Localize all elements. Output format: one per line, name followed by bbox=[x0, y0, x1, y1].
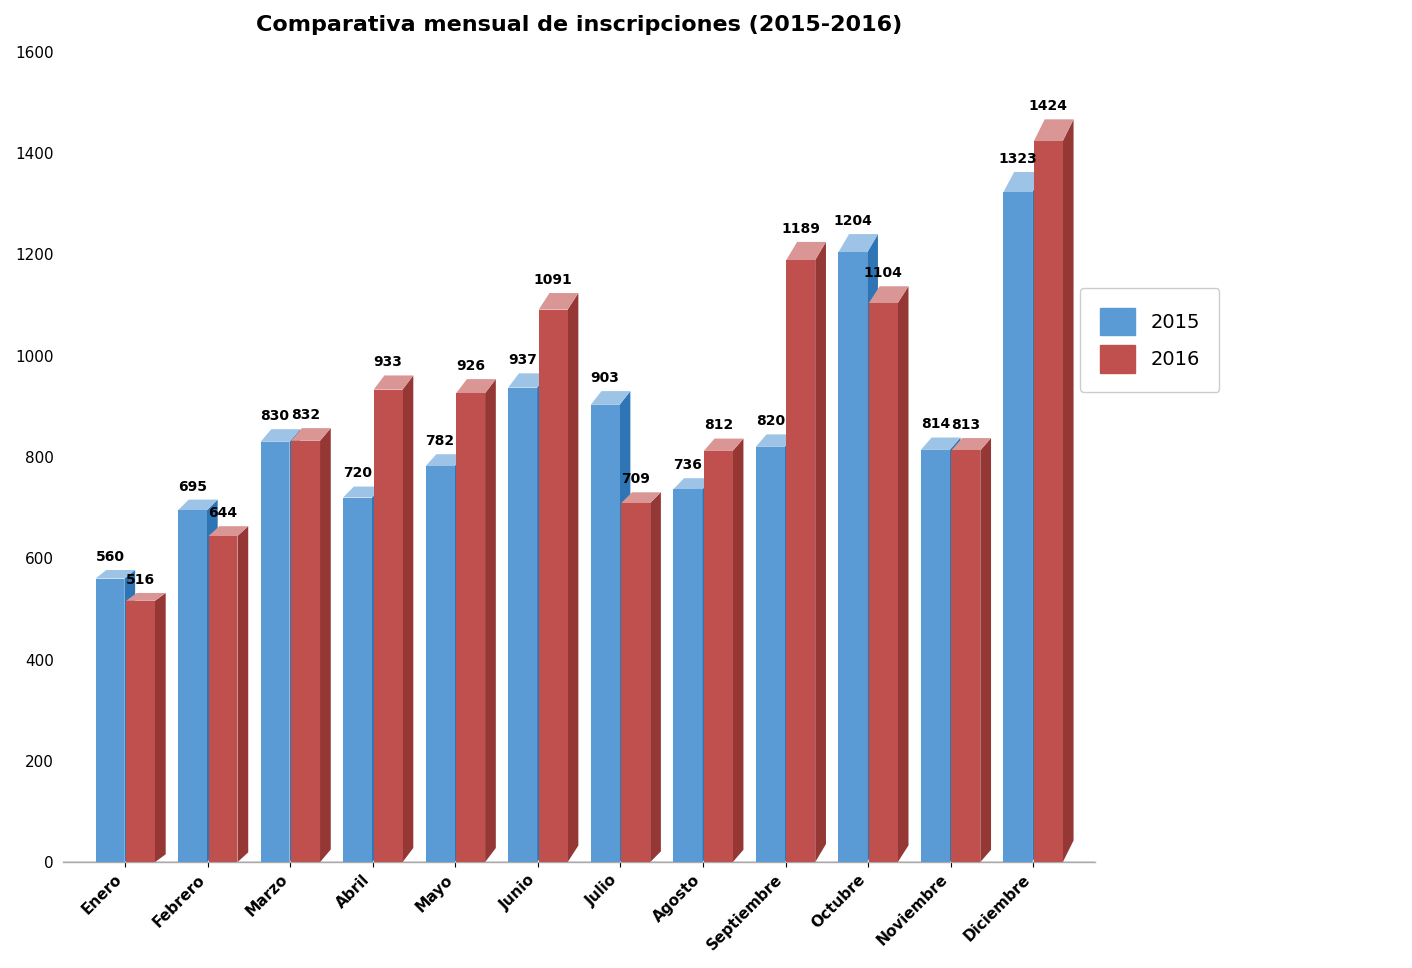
Legend: 2015, 2016: 2015, 2016 bbox=[1080, 288, 1220, 392]
Polygon shape bbox=[621, 493, 661, 503]
Polygon shape bbox=[291, 428, 330, 440]
Bar bbox=[209, 536, 237, 862]
Polygon shape bbox=[178, 499, 217, 510]
Text: 1091: 1091 bbox=[534, 273, 572, 287]
Bar bbox=[456, 393, 486, 862]
Polygon shape bbox=[620, 391, 630, 862]
Polygon shape bbox=[237, 527, 249, 862]
Bar bbox=[868, 303, 898, 862]
Polygon shape bbox=[815, 242, 826, 862]
Polygon shape bbox=[733, 439, 744, 862]
Polygon shape bbox=[952, 439, 991, 450]
Polygon shape bbox=[289, 429, 301, 862]
Text: 644: 644 bbox=[209, 506, 237, 520]
Polygon shape bbox=[898, 287, 908, 862]
Polygon shape bbox=[839, 234, 878, 253]
Polygon shape bbox=[208, 499, 217, 862]
Bar bbox=[952, 450, 980, 862]
Polygon shape bbox=[371, 487, 383, 862]
Bar bbox=[425, 467, 455, 862]
Text: 516: 516 bbox=[126, 573, 155, 587]
Polygon shape bbox=[539, 293, 579, 310]
Bar bbox=[839, 253, 867, 862]
Text: 1424: 1424 bbox=[1029, 100, 1067, 113]
Text: 926: 926 bbox=[456, 359, 486, 373]
Polygon shape bbox=[508, 374, 548, 387]
Bar bbox=[621, 503, 650, 862]
Polygon shape bbox=[1032, 172, 1043, 862]
Text: 903: 903 bbox=[590, 371, 620, 385]
Polygon shape bbox=[343, 487, 383, 498]
Text: 736: 736 bbox=[674, 458, 702, 472]
Polygon shape bbox=[126, 593, 165, 601]
Polygon shape bbox=[950, 438, 960, 862]
Polygon shape bbox=[455, 454, 466, 862]
Bar bbox=[921, 450, 950, 862]
Polygon shape bbox=[590, 391, 630, 405]
Bar bbox=[96, 579, 124, 862]
Polygon shape bbox=[261, 429, 301, 441]
Text: 937: 937 bbox=[508, 353, 537, 367]
Text: 782: 782 bbox=[425, 434, 455, 448]
Text: 820: 820 bbox=[755, 414, 785, 428]
Polygon shape bbox=[374, 376, 414, 390]
Text: 813: 813 bbox=[952, 418, 980, 432]
Text: 709: 709 bbox=[621, 472, 650, 486]
Bar bbox=[539, 310, 568, 862]
Bar bbox=[786, 260, 815, 862]
Polygon shape bbox=[537, 374, 548, 862]
Polygon shape bbox=[124, 570, 136, 862]
Bar bbox=[755, 447, 785, 862]
Polygon shape bbox=[703, 439, 744, 451]
Polygon shape bbox=[980, 439, 991, 862]
Bar bbox=[343, 498, 371, 862]
Text: 832: 832 bbox=[291, 408, 321, 422]
Bar bbox=[590, 405, 620, 862]
Polygon shape bbox=[1004, 172, 1043, 192]
Title: Comparativa mensual de inscripciones (2015-2016): Comparativa mensual de inscripciones (20… bbox=[256, 15, 902, 35]
Polygon shape bbox=[702, 478, 713, 862]
Polygon shape bbox=[486, 379, 496, 862]
Text: 1189: 1189 bbox=[781, 222, 820, 236]
Text: 1104: 1104 bbox=[864, 266, 902, 280]
Text: 814: 814 bbox=[921, 417, 950, 432]
Polygon shape bbox=[755, 435, 795, 447]
Polygon shape bbox=[456, 379, 496, 393]
Bar bbox=[126, 601, 155, 862]
Text: 812: 812 bbox=[703, 418, 733, 433]
Bar bbox=[178, 510, 208, 862]
Bar bbox=[1004, 192, 1032, 862]
Bar bbox=[703, 451, 733, 862]
Text: 720: 720 bbox=[343, 467, 373, 480]
Text: 1323: 1323 bbox=[998, 152, 1038, 166]
Polygon shape bbox=[402, 376, 414, 862]
Polygon shape bbox=[321, 428, 330, 862]
Polygon shape bbox=[867, 234, 878, 862]
Polygon shape bbox=[425, 454, 466, 467]
Polygon shape bbox=[96, 570, 136, 579]
Bar bbox=[1034, 141, 1063, 862]
Text: 830: 830 bbox=[261, 409, 289, 423]
Bar bbox=[291, 440, 321, 862]
Polygon shape bbox=[568, 293, 579, 862]
Text: 695: 695 bbox=[178, 479, 208, 494]
Text: 1204: 1204 bbox=[833, 214, 873, 228]
Bar bbox=[508, 387, 537, 862]
Polygon shape bbox=[786, 242, 826, 260]
Text: 560: 560 bbox=[96, 550, 124, 564]
Bar bbox=[674, 490, 702, 862]
Polygon shape bbox=[1034, 119, 1073, 141]
Polygon shape bbox=[868, 287, 908, 303]
Polygon shape bbox=[155, 593, 165, 862]
Bar bbox=[261, 441, 289, 862]
Polygon shape bbox=[921, 438, 960, 450]
Polygon shape bbox=[674, 478, 713, 490]
Polygon shape bbox=[1063, 119, 1073, 862]
Polygon shape bbox=[785, 435, 795, 862]
Bar bbox=[374, 390, 402, 862]
Polygon shape bbox=[209, 527, 249, 536]
Text: 933: 933 bbox=[374, 355, 402, 370]
Polygon shape bbox=[650, 493, 661, 862]
